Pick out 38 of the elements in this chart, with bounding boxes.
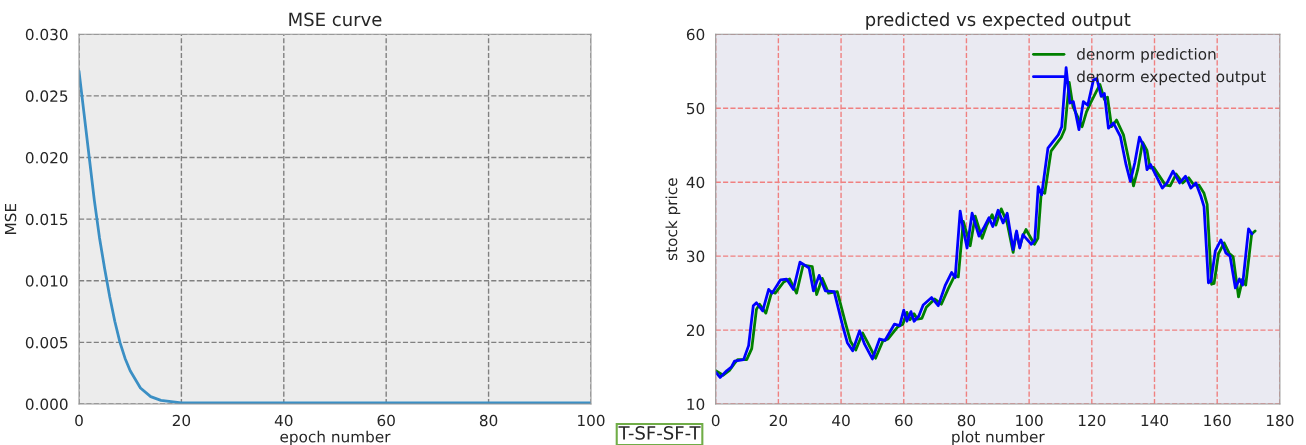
text: T-SF-SF-T (618, 426, 701, 440)
x-axis-title: plot number (952, 430, 1045, 445)
x-tick-label: 120 (1078, 414, 1106, 427)
y-tick-label: 50 (687, 102, 705, 115)
y-tick-label: 10 (687, 398, 705, 411)
x-tick-label: 180 (1266, 414, 1294, 427)
x-tick-label: 160 (1204, 414, 1231, 427)
x-tick-label: 20 (769, 414, 788, 427)
x-tick-label: 100 (1016, 414, 1043, 427)
y-tick-label: 0.025 (25, 90, 68, 102)
y-tick-label: 30 (687, 250, 705, 263)
y-tick-label: 60 (686, 28, 705, 41)
x-tick-label: 80 (957, 414, 976, 427)
y-axis-title: MSE (4, 203, 17, 234)
x-tick-label: 40 (832, 414, 850, 427)
x-tick-label: 60 (895, 414, 913, 427)
x-tick-label: 100 (578, 414, 605, 427)
x-tick-label: 20 (172, 414, 191, 427)
legend-label: denorm prediction (1077, 48, 1216, 63)
y-tick-label: 0.020 (25, 152, 68, 164)
y-tick-label: 0.015 (25, 213, 68, 226)
chart-title: predicted vs expected output (866, 12, 1131, 30)
x-tick-label: 0 (75, 414, 83, 427)
y-tick-label: 0.010 (25, 275, 68, 287)
x-axis-title: epoch number (280, 430, 391, 445)
y-tick-label: 0.030 (25, 28, 68, 41)
x-tick-label: 80 (479, 414, 498, 427)
x-tick-label: 60 (377, 414, 395, 427)
x-tick-label: 40 (274, 414, 293, 427)
y-tick-label: 0.000 (25, 398, 68, 411)
x-tick-label: 140 (1141, 414, 1169, 427)
y-tick-label: 0.005 (25, 336, 68, 349)
legend-label: denorm expected output (1077, 70, 1266, 86)
y-tick-label: 40 (686, 176, 705, 189)
x-tick-label: 0 (711, 414, 720, 427)
y-tick-label: 20 (686, 324, 705, 337)
y-axis-title: stock price (665, 178, 681, 261)
chart-title: MSE curve (289, 12, 382, 27)
